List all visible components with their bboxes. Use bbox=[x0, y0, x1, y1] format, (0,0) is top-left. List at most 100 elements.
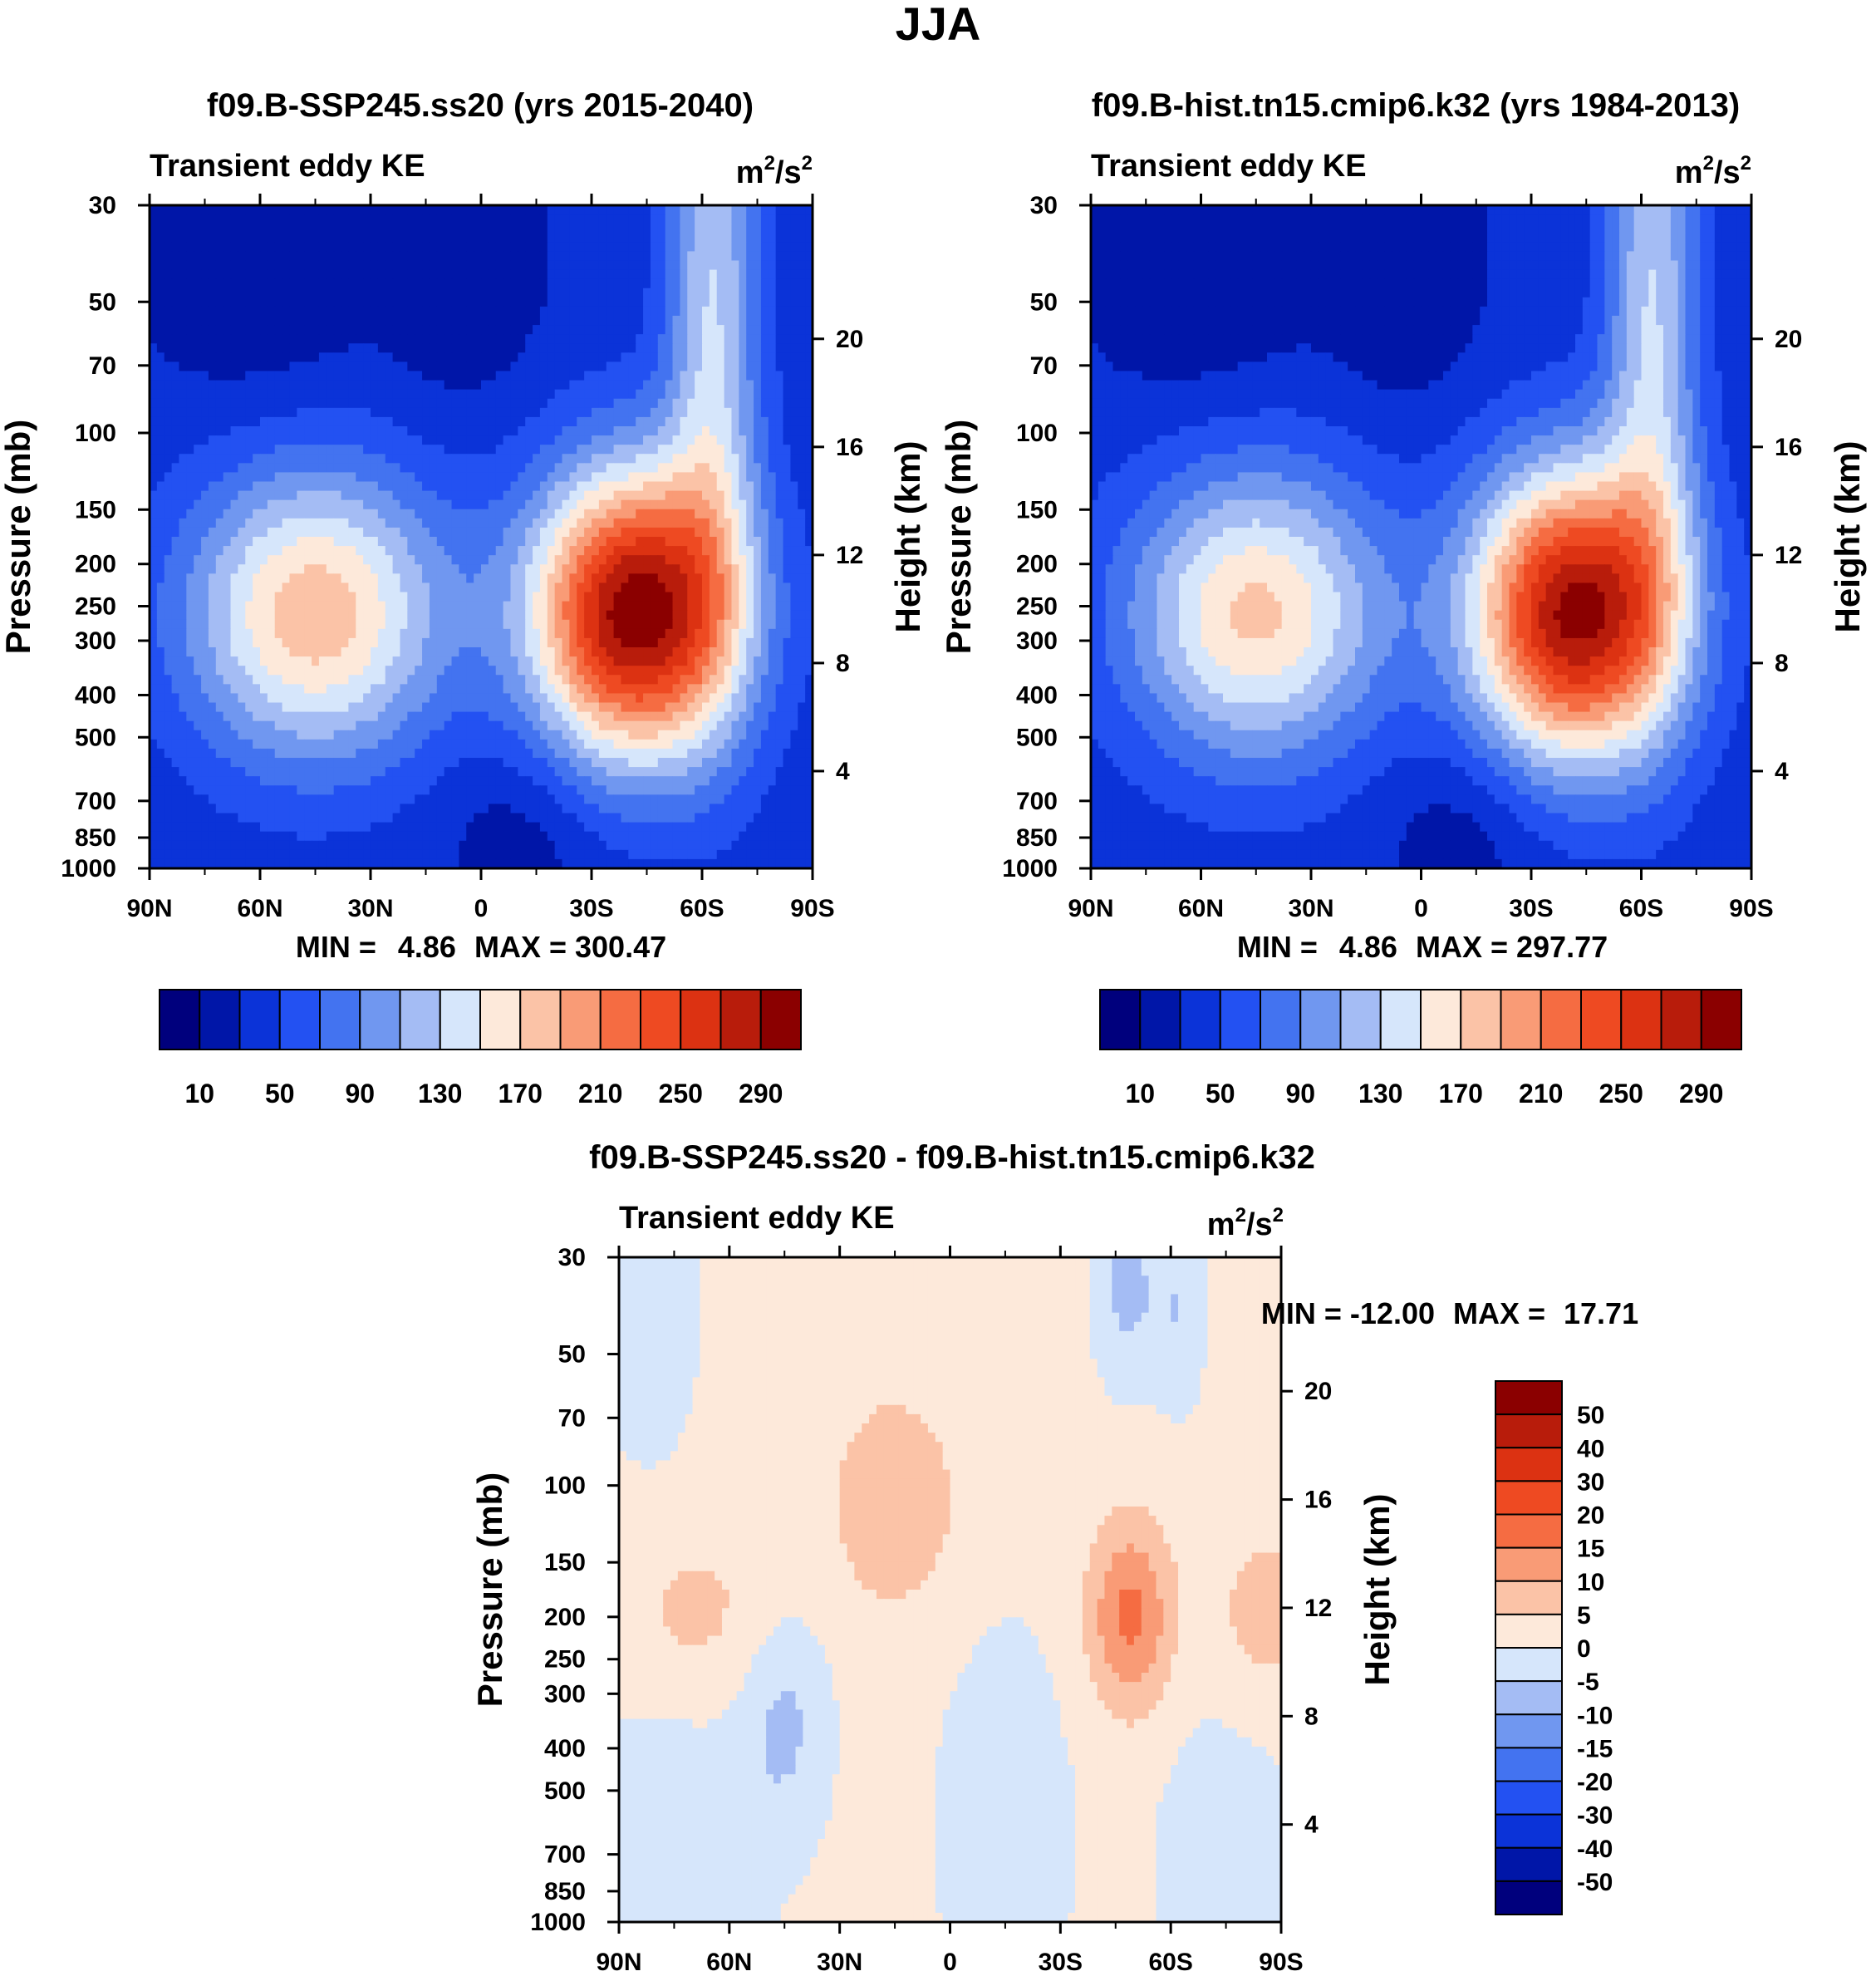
field-cell bbox=[680, 546, 688, 556]
field-cell bbox=[592, 693, 600, 703]
field-cell bbox=[695, 325, 703, 335]
field-cell bbox=[201, 445, 209, 455]
field-cell bbox=[672, 242, 680, 252]
field-cell bbox=[533, 454, 541, 464]
field-cell bbox=[643, 242, 651, 252]
field-cell bbox=[253, 389, 261, 400]
field-cell bbox=[606, 214, 615, 224]
field-cell bbox=[672, 647, 680, 657]
field-cell bbox=[533, 546, 541, 556]
field-cell bbox=[805, 684, 813, 694]
field-cell bbox=[156, 564, 165, 574]
field-cell bbox=[775, 251, 784, 261]
field-cell bbox=[739, 297, 747, 307]
field-cell bbox=[695, 242, 703, 252]
field-cell bbox=[156, 325, 165, 335]
field-cell bbox=[304, 306, 312, 317]
field-cell bbox=[407, 445, 415, 455]
field-cell bbox=[333, 509, 342, 519]
field-cell bbox=[598, 445, 607, 455]
field-cell bbox=[326, 425, 335, 436]
field-cell bbox=[643, 288, 651, 298]
field-cell bbox=[495, 398, 504, 409]
field-cell bbox=[606, 463, 615, 473]
field-cell bbox=[569, 343, 577, 353]
field-cell bbox=[466, 371, 474, 381]
field-cell bbox=[318, 288, 327, 298]
field-cell bbox=[451, 389, 459, 400]
field-cell bbox=[230, 288, 238, 298]
field-cell bbox=[510, 537, 518, 547]
field-cell bbox=[554, 398, 563, 409]
field-cell bbox=[621, 564, 629, 574]
field-cell bbox=[687, 380, 695, 391]
field-cell bbox=[474, 592, 482, 602]
field-cell bbox=[503, 592, 511, 602]
field-cell bbox=[716, 242, 725, 252]
field-cell bbox=[518, 647, 526, 657]
field-cell bbox=[400, 214, 408, 224]
field-cell bbox=[267, 693, 276, 703]
field-cell bbox=[267, 269, 276, 280]
field-cell bbox=[459, 666, 467, 676]
field-cell bbox=[636, 472, 644, 482]
field-cell bbox=[171, 278, 179, 289]
field-cell bbox=[701, 251, 710, 261]
field-cell bbox=[333, 693, 342, 703]
field-cell bbox=[230, 619, 238, 630]
field-cell bbox=[539, 546, 548, 556]
field-cell bbox=[333, 398, 342, 409]
field-cell bbox=[422, 684, 430, 694]
field-cell bbox=[186, 583, 194, 592]
field-cell bbox=[429, 693, 438, 703]
field-cell bbox=[495, 316, 504, 326]
field-cell bbox=[554, 343, 563, 353]
field-cell bbox=[385, 371, 394, 381]
field-cell bbox=[665, 647, 674, 657]
field-cell bbox=[569, 233, 577, 243]
field-cell bbox=[245, 334, 253, 344]
field-cell bbox=[636, 425, 644, 436]
field-cell bbox=[164, 499, 173, 510]
field-cell bbox=[179, 684, 187, 694]
field-cell bbox=[636, 233, 644, 243]
field-cell bbox=[650, 407, 659, 418]
field-cell bbox=[695, 389, 703, 400]
field-cell bbox=[592, 205, 600, 215]
field-cell bbox=[805, 647, 813, 657]
field-cell bbox=[474, 693, 482, 703]
field-cell bbox=[215, 214, 224, 224]
field-cell bbox=[245, 224, 253, 233]
field-cell bbox=[318, 242, 327, 252]
field-cell bbox=[525, 564, 533, 574]
field-cell bbox=[790, 601, 798, 612]
field-cell bbox=[643, 601, 651, 612]
field-cell bbox=[289, 297, 297, 307]
field-cell bbox=[533, 656, 541, 666]
field-cell bbox=[201, 472, 209, 482]
field-cell bbox=[459, 224, 467, 233]
field-cell bbox=[539, 389, 548, 400]
field-cell bbox=[171, 509, 179, 519]
field-cell bbox=[533, 628, 541, 639]
field-cell bbox=[746, 573, 754, 583]
field-cell bbox=[422, 297, 430, 307]
field-cell bbox=[156, 684, 165, 694]
field-cell bbox=[215, 454, 224, 464]
field-cell bbox=[238, 389, 246, 400]
field-cell bbox=[444, 416, 453, 427]
field-cell bbox=[701, 592, 710, 602]
field-cell bbox=[356, 398, 364, 409]
field-cell bbox=[547, 260, 556, 271]
field-cell bbox=[312, 416, 320, 427]
field-cell bbox=[186, 675, 194, 685]
field-cell bbox=[680, 278, 688, 289]
field-cell bbox=[238, 702, 246, 713]
field-cell bbox=[643, 306, 651, 317]
field-cell bbox=[363, 425, 371, 436]
field-cell bbox=[150, 702, 158, 713]
field-cell bbox=[525, 306, 533, 317]
field-cell bbox=[525, 610, 533, 621]
field-cell bbox=[584, 666, 592, 676]
field-cell bbox=[636, 509, 644, 519]
